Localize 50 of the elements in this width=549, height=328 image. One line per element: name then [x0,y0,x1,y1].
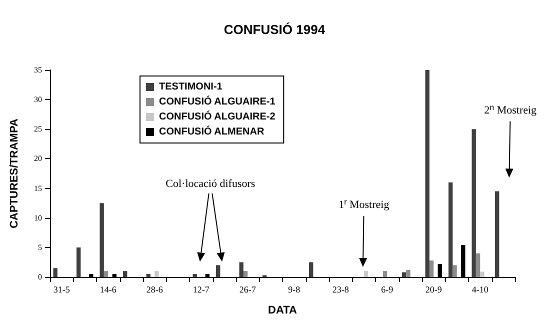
bar [239,262,244,277]
y-tick-label: 0 [38,272,42,282]
x-tick-label: 4-10 [472,284,489,294]
x-tick-label: 26-7 [239,284,256,294]
bar [476,253,480,277]
x-tick-label: 12-7 [192,284,210,294]
bar [76,247,81,277]
bar [406,270,410,277]
bar [425,70,430,277]
legend-label: CONFUSIÓ ALGUAIRE-2 [159,110,276,122]
y-tick-label: 20 [34,154,42,164]
bar [146,274,150,277]
x-axis-title: DATA [268,304,298,316]
bar [382,271,388,277]
bar [104,271,108,277]
bar [480,272,484,277]
bar [123,271,128,277]
bar [154,271,159,277]
y-tick-label: 10 [34,213,42,222]
legend-label: CONFUSIÓ ALMENAR [159,126,265,138]
bar [452,265,457,277]
bar [216,265,220,277]
bar [448,182,453,277]
bar [309,262,314,277]
bar [429,260,434,277]
y-tick-label: 15 [34,184,42,193]
bar [100,203,104,277]
x-tick-label: 31-5 [53,284,70,294]
x-tick-label: 6-9 [381,284,394,294]
x-tick-label: 23-8 [332,284,350,294]
y-tick-label: 35 [34,66,42,74]
x-tick-label: 28-6 [146,284,164,294]
bar [472,129,476,277]
x-tick-label: 14-6 [100,284,117,294]
bar [364,271,368,277]
x-tick-label: 9-8 [288,284,301,294]
legend-label: TESTIMONI-1 [159,82,223,92]
y-tick-label: 30 [34,95,42,104]
y-tick-label: 5 [38,242,42,252]
y-axis-title: CAPTURES/TRAMPA [8,118,20,228]
bar [192,274,197,277]
bar [495,191,500,277]
annotation: Col·locació difusors [166,178,256,190]
bar [53,268,58,277]
y-tick-label: 25 [34,124,42,134]
bar [402,272,406,277]
x-tick-label: 20-9 [425,284,442,294]
bar [243,271,248,277]
chart-title: CONFUSIÓ 1994 [224,22,326,37]
legend-label: CONFUSIÓ ALGUAIRE-1 [159,96,276,108]
